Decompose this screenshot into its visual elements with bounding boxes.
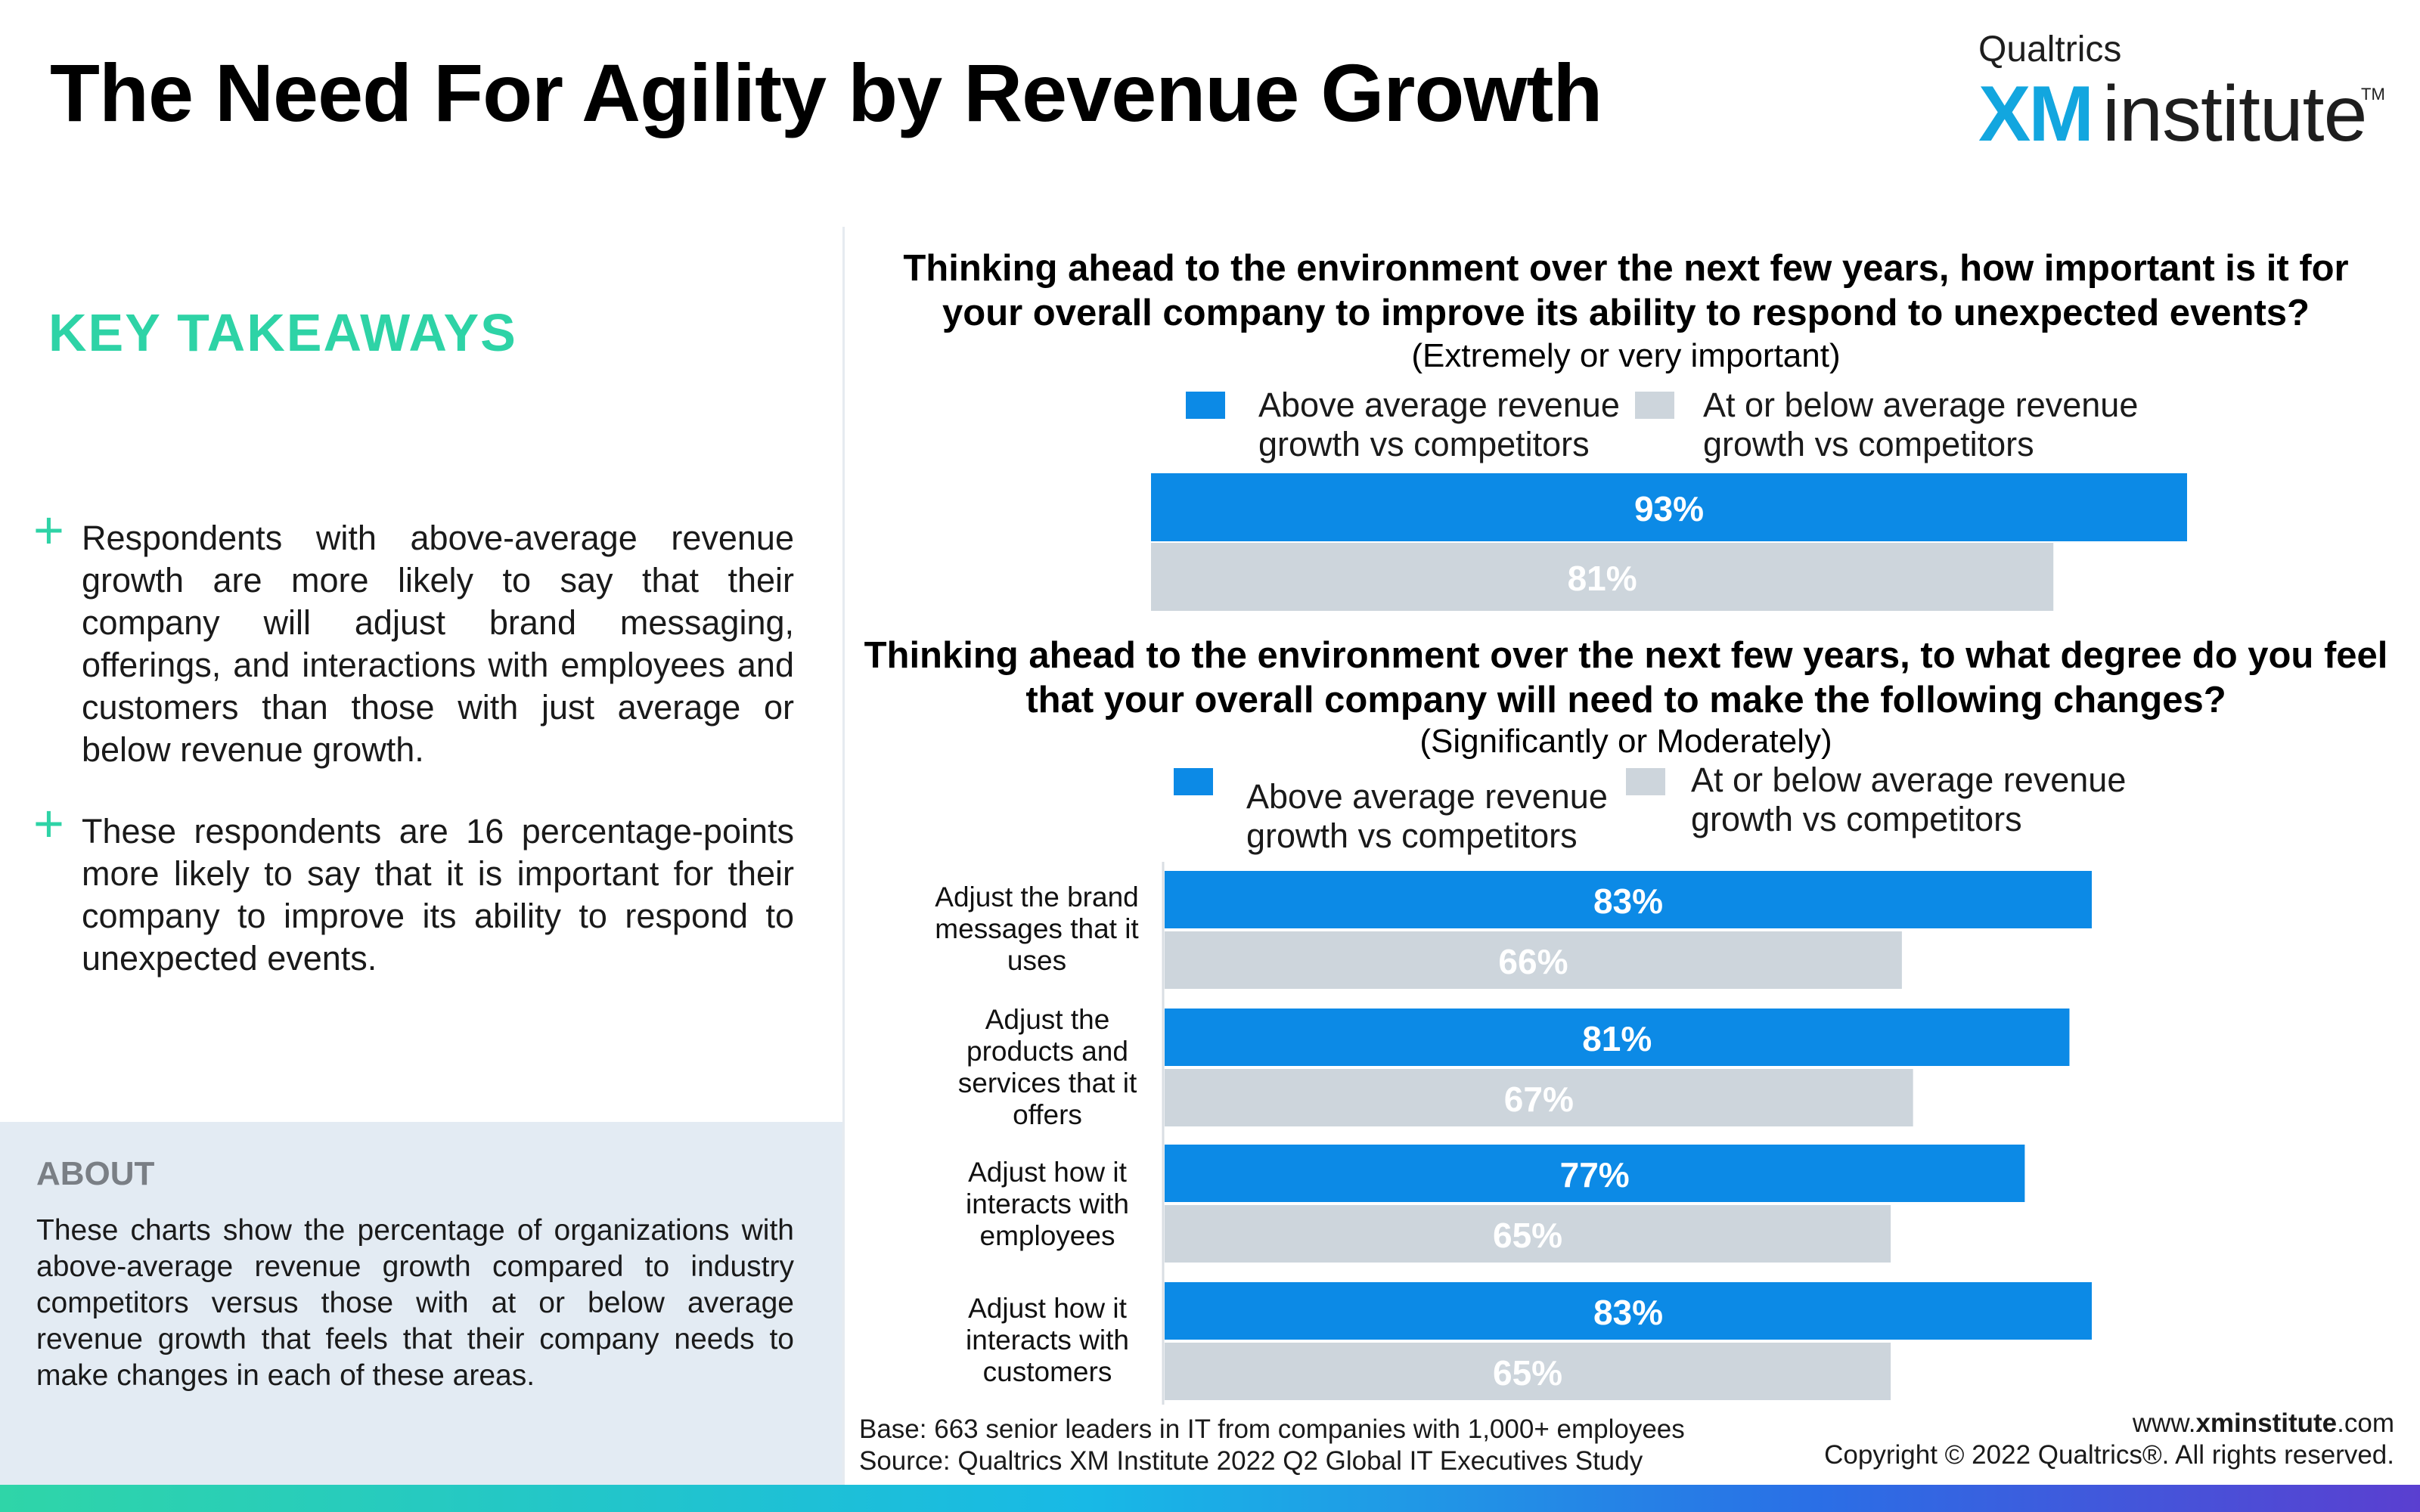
bar-above-average [1165,1145,2025,1202]
bar-value-label: 83% [1593,1293,1663,1332]
bar-value-label: 65% [1493,1216,1562,1255]
category-label: Adjust how it interacts with employees [966,1157,1129,1251]
bar-value-label: 93% [1634,489,1704,528]
legend-swatch-above [1186,392,1225,419]
bar-below-average [1165,931,1902,989]
xm-institute-logo: Qualtrics XM institute TM [1978,29,2387,158]
category-label: Adjust the products and services that it of… [957,1004,1137,1130]
legend-label-below: At or below average revenue growth vs com… [1691,761,2127,838]
about-heading: ABOUT [36,1155,155,1192]
takeaway-text: Respondents with above-average revenue g… [82,519,794,769]
logo-tm-text: TM [2361,85,2385,104]
copyright-text: Copyright © 2022 Qualtrics®. All rights … [1824,1440,2394,1470]
bar-value-label: 83% [1593,881,1663,921]
base-text: Base: 663 senior leaders in IT from comp… [859,1414,1685,1444]
takeaway-item: + Respondents with above-average revenue… [33,503,794,771]
bar-value-label: 77% [1560,1155,1630,1194]
page-title: The Need For Agility by Revenue Growth [50,47,1602,138]
bar-value-label: 65% [1493,1353,1562,1393]
source-text: Source: Qualtrics XM Institute 2022 Q2 G… [859,1446,1643,1476]
bar-below-average [1151,543,2054,611]
key-takeaways-heading: KEY TAKEAWAYS [48,303,517,362]
bar-above-average [1151,473,2187,541]
legend-label-below: At or below average revenue growth vs com… [1703,386,2139,463]
plus-icon: + [33,794,64,853]
bar-value-label: 81% [1582,1019,1652,1058]
logo-institute-text: institute [2102,70,2367,158]
chart-1-subtitle: (Extremely or very important) [1411,337,1841,374]
website-link[interactable]: www.xminstitute.com [2132,1408,2394,1438]
bar-above-average [1165,1009,2070,1066]
legend-swatch-above [1174,768,1213,795]
category-label: Adjust how it interacts with customers [966,1293,1129,1387]
copyright-block: www.xminstitute.com Copyright © 2022 Qua… [1824,1408,2394,1471]
legend-swatch-below [1635,392,1674,419]
about-panel: ABOUT These charts show the percentage o… [0,1122,842,1485]
plus-icon: + [33,500,64,559]
chart-2-subtitle: (Significantly or Moderately) [1419,723,1832,760]
logo-qualtrics-text: Qualtrics [1978,29,2122,70]
takeaway-item: + These respondents are 16 percentage-po… [33,797,794,980]
bar-value-label: 67% [1504,1080,1574,1119]
about-text: These charts show the percentage of orga… [36,1214,794,1392]
bar-above-average [1165,1282,2092,1340]
gradient-footer-bar [0,1485,2420,1512]
bar-below-average [1165,1205,1891,1263]
category-label: Adjust the brand messages that it uses [935,881,1139,976]
column-divider [842,227,845,1485]
chart-1-title: Thinking ahead to the environment over t… [903,248,2349,333]
base-source-note: Base: 663 senior leaders in IT from comp… [859,1414,1685,1477]
legend-label-above: Above average revenue growth vs competito… [1258,386,1620,463]
bar-value-label: 66% [1498,942,1568,981]
chart-2-title: Thinking ahead to the environment over t… [864,635,2388,720]
bar-above-average [1165,871,2092,928]
logo-xm-text: XM [1978,70,2094,158]
bar-below-average [1165,1069,1913,1126]
legend-swatch-below [1626,768,1665,795]
bar-value-label: 81% [1568,559,1637,598]
takeaway-text: These respondents are 16 percentage-poin… [82,812,794,978]
bar-below-average [1165,1343,1891,1400]
legend-label-above: Above average revenue growth vs competito… [1246,777,1608,855]
